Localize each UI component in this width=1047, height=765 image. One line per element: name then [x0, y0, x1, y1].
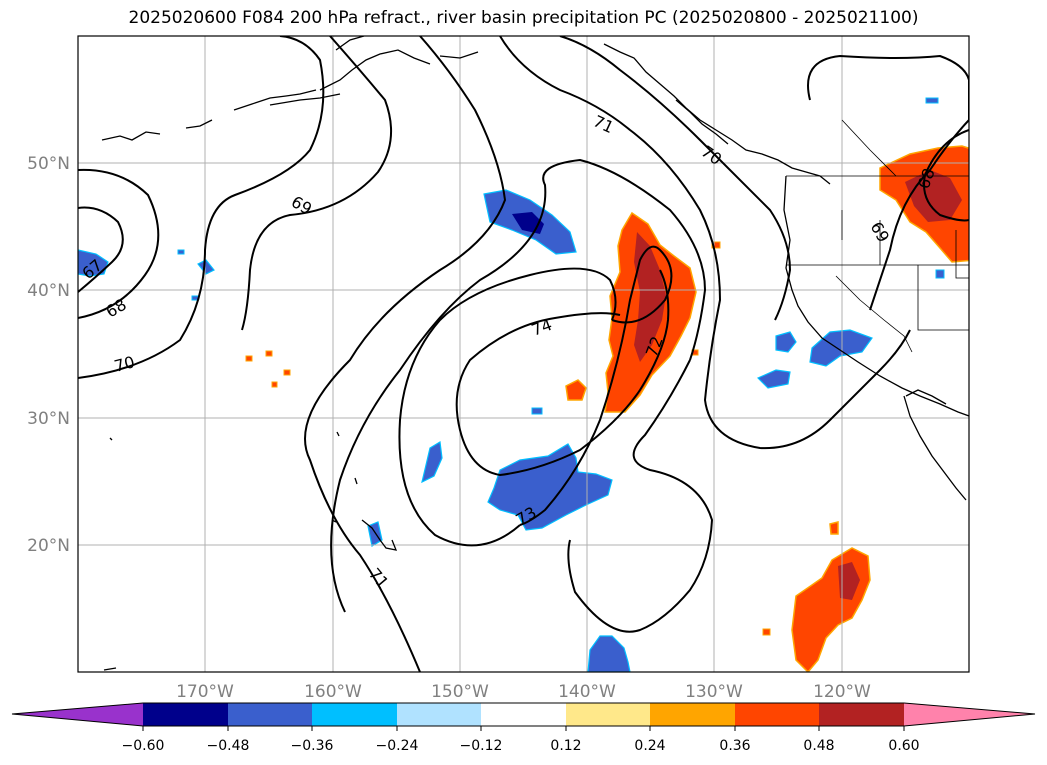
- negative-precip-region: [587, 635, 631, 672]
- negative-precip-dot: [191, 295, 199, 301]
- contour-72-west: [330, 158, 707, 613]
- map-frame: [77, 35, 970, 673]
- lon-label-120w: 120°W: [813, 682, 871, 702]
- contour-68: [78, 168, 160, 319]
- colorbar-segment: [650, 703, 735, 726]
- colorbar-label: 0.48: [803, 738, 834, 754]
- lat-label-40n: 40°N: [27, 281, 70, 301]
- strong-positive-precip-core: [634, 232, 666, 362]
- negative-precip-region: [775, 331, 797, 353]
- strong-positive-precip-core: [838, 562, 860, 600]
- map-title: 2025020600 F084 200 hPa refract., river …: [128, 8, 919, 28]
- colorbar-extend-high: [904, 703, 1035, 726]
- lat-label-20n: 20°N: [27, 536, 70, 556]
- colorbar-label: −0.12: [460, 738, 503, 754]
- negative-precip-region: [809, 329, 873, 367]
- colorbar-segment: [566, 703, 650, 726]
- colorbar-extend-low: [12, 703, 143, 726]
- contour-73-inner: [519, 245, 673, 526]
- state-borders: [786, 119, 969, 353]
- negative-precip-dot: [925, 97, 939, 104]
- negative-precip-region: [421, 441, 443, 484]
- colorbar-segment: [397, 703, 481, 726]
- contour-69: [241, 36, 393, 331]
- map-plot-area: 67 68 69 70 71 72 73 74 69 68 70 71: [78, 36, 969, 672]
- negative-precip-dot: [935, 269, 945, 279]
- negative-precip-region: [756, 369, 791, 389]
- negative-precip-dot: [177, 249, 185, 255]
- positive-precip-dot: [265, 350, 273, 357]
- lon-label-130w: 130°W: [685, 682, 743, 702]
- positive-precip-region: [565, 379, 587, 401]
- contour-70-east: [559, 36, 792, 321]
- lon-label-150w: 150°W: [431, 682, 489, 702]
- refractivity-contours: [78, 36, 969, 672]
- contour-label: 70: [112, 352, 137, 376]
- negative-precip-dot: [531, 407, 543, 415]
- precip-shading: [78, 97, 969, 672]
- contour-70: [78, 36, 325, 379]
- colorbar-label: 0.36: [719, 738, 750, 754]
- colorbar-label: −0.36: [291, 738, 334, 754]
- contour-74: [455, 269, 670, 477]
- positive-precip-dot: [245, 355, 253, 362]
- positive-precip-dot: [711, 241, 721, 249]
- colorbar-segment: [228, 703, 312, 726]
- coastlines: [101, 36, 969, 671]
- lat-label-50n: 50°N: [27, 154, 70, 174]
- negative-precip-region: [487, 443, 613, 531]
- contour-67: [78, 206, 124, 293]
- colorbar-label: 0.12: [550, 738, 581, 754]
- colorbar-segment: [481, 703, 566, 726]
- colorbar-segment: [312, 703, 397, 726]
- lat-label-30n: 30°N: [27, 409, 70, 429]
- colorbar-label: −0.24: [376, 738, 419, 754]
- colorbar-ticks: [142, 726, 905, 731]
- colorbar-label: −0.48: [207, 738, 250, 754]
- lon-label-170w: 170°W: [176, 682, 234, 702]
- contour-71-east: [499, 36, 911, 450]
- longitude-labels: 170°W 160°W 150°W 140°W 130°W 120°W: [176, 682, 871, 702]
- colorbar-label: 0.24: [634, 738, 665, 754]
- lon-label-160w: 160°W: [304, 682, 362, 702]
- contour-72-east: [567, 359, 714, 633]
- positive-precip-dot: [762, 628, 771, 636]
- latitude-labels: 50°N 40°N 30°N 20°N: [27, 154, 70, 556]
- positive-precip-dot: [271, 381, 278, 388]
- colorbar-segment: [735, 703, 819, 726]
- contour-71-west: [304, 36, 507, 672]
- colorbar-label: 0.60: [888, 738, 919, 754]
- colorbar: −0.60 −0.48 −0.36 −0.24 −0.12 0.12 0.24 …: [11, 702, 1036, 754]
- lon-label-140w: 140°W: [558, 682, 616, 702]
- positive-precip-dot: [283, 369, 291, 376]
- contour-73: [398, 267, 617, 547]
- positive-precip-region: [829, 521, 839, 535]
- contour-68-east: [923, 129, 969, 222]
- colorbar-label: −0.60: [122, 738, 165, 754]
- negative-precip-region: [78, 249, 109, 277]
- colorbar-segment: [819, 703, 904, 726]
- colorbar-segment: [143, 703, 228, 726]
